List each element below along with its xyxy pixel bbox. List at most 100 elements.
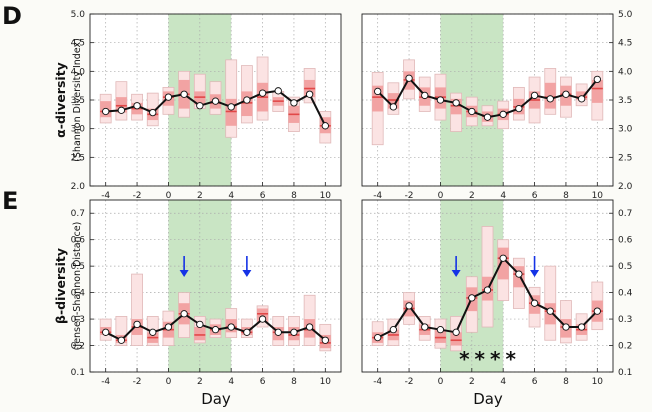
y-tick-label: 4.0 [618,67,633,77]
x-tick-label: 2 [197,377,203,387]
data-point [102,107,110,116]
data-point [468,107,476,116]
data-point [452,328,460,336]
x-tick-label: 4 [228,377,234,387]
box-inner [591,79,603,103]
y-tick-label: 2.0 [618,182,633,192]
data-point [405,302,413,310]
y-tick-label: 0.5 [71,262,85,272]
panel-letter-d: D [2,2,22,30]
data-point [117,336,126,344]
x-tick-label: 8 [291,191,297,201]
x-tick-label: -4 [373,377,382,387]
intervention-shade [168,200,232,372]
data-point [117,106,126,114]
x-tick-label: 10 [592,191,604,201]
x-tick-label: 0 [166,377,172,387]
x-tick-label: -4 [101,377,110,387]
panel-E-left: -4 -2 0 2 4 6 8 10 0.1 0.2 0.3 0.4 0.5 0.6 0.7 [71,199,342,387]
y-tick-label: 3.0 [71,125,86,135]
data-point [102,328,110,336]
x-tick-label: 10 [320,377,332,387]
xlabel-left: Day [201,390,231,408]
data-point [562,323,570,331]
data-point [180,310,188,318]
x-tick-label: -4 [101,191,110,201]
box-outer [115,316,128,346]
data-point [452,99,460,107]
data-point [149,108,157,117]
data-point [499,254,507,262]
x-tick-label: 6 [532,191,538,201]
x-tick-label: 2 [469,191,475,201]
x-tick-label: -2 [133,377,142,387]
box-inner [372,85,384,112]
data-point [258,315,267,323]
y-tick-label: 0.2 [71,342,85,352]
x-tick-label: 0 [166,191,172,201]
box-inner [434,329,446,343]
x-tick-label: 2 [469,377,475,387]
x-tick-label: 2 [197,191,203,201]
box-outer [225,59,238,138]
y-tick-label: 0.6 [618,236,633,246]
data-point [515,104,523,113]
x-tick-label: 4 [500,377,506,387]
panel-D-right: -4 -2 0 2 4 6 8 10 2.0 2.5 3.0 3.5 4.0 4.5 5.0 [361,10,633,201]
alpha-ylabel: α-diversity [53,62,68,138]
y-tick-label: 0.7 [618,209,632,219]
x-tick-label: 6 [532,377,538,387]
data-point [133,102,141,110]
y-tick-label: 0.6 [71,236,86,246]
x-tick-label: -4 [373,191,382,201]
data-point [421,91,429,100]
y-tick-label: 0.2 [618,342,632,352]
data-point [389,326,398,334]
beta-ysublabel: (Jensen-Shannon Distance) [72,222,83,351]
data-point [290,99,298,107]
y-tick-label: 0.1 [71,368,85,378]
box-inner [194,327,206,341]
data-point [515,270,523,278]
down-arrow-icon [530,270,540,277]
panel-letter-e: E [2,187,18,215]
panel-D-left: -4 -2 0 2 4 6 8 10 2.0 2.5 3.0 3.5 4.0 4.5 5.0 [71,10,342,201]
y-tick-label: 0.3 [71,315,85,325]
box-inner [241,91,253,117]
data-point [483,113,492,121]
data-point [211,326,220,334]
data-point [149,328,157,336]
x-tick-label: -2 [133,191,142,201]
x-tick-label: 10 [320,191,332,201]
down-arrow-icon [451,270,461,277]
data-point [133,320,141,329]
data-point [405,74,413,82]
data-point [546,307,554,315]
data-point [436,96,445,104]
box-inner [257,308,269,322]
data-point [274,87,282,95]
y-tick-label: 3.5 [618,96,632,106]
data-point [483,286,492,294]
significance-stars: **** [459,347,521,371]
y-tick-label: 0.3 [618,315,632,325]
y-tick-label: 2.5 [71,153,85,163]
y-tick-label: 3.5 [71,96,85,106]
data-point [530,91,539,100]
data-point [164,323,173,331]
data-point [421,323,429,331]
data-point [374,333,382,342]
xlabel-right: Day [473,390,503,408]
data-point [593,307,601,315]
data-point [227,323,235,331]
x-tick-label: 6 [260,377,266,387]
x-tick-label: 4 [228,191,234,201]
data-point [321,336,329,344]
data-point [196,320,204,329]
panel-E-right: -4 -2 0 2 4 6 8 10 0.1 0.2 0.3 0.4 0.5 0.6 0.7 [361,199,633,387]
x-tick-label: 4 [500,191,506,201]
alpha-ysublabel: (Shannon Diversity Index) [72,38,83,162]
y-tick-label: 0.5 [618,262,632,272]
box-inner [225,98,237,126]
data-point [546,95,554,103]
